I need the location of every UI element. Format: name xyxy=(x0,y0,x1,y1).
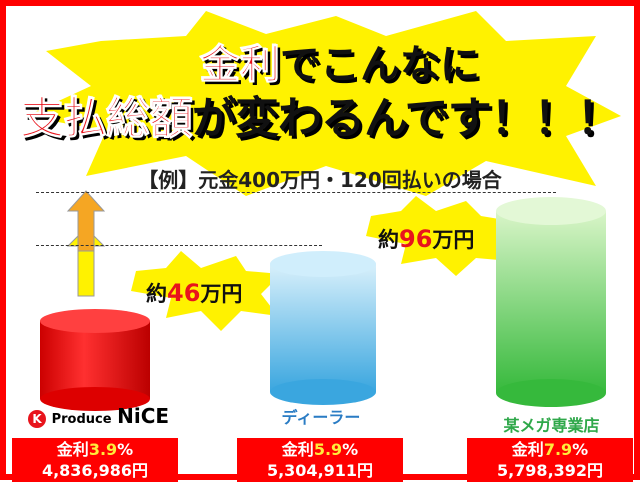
subtitle: 【例】元金400万円・120回払いの場合 xyxy=(138,168,502,192)
star-badge xyxy=(131,251,281,331)
mega-rate-box: 金利7.9% 5,798,392円 xyxy=(467,438,633,482)
total-amount: 4,836,986円 xyxy=(41,461,149,480)
cylinder-nice xyxy=(40,309,150,411)
produce-nice-logo: K Produce NiCE xyxy=(28,404,169,428)
dashed-line xyxy=(36,192,556,193)
nice-rate-box: 金利3.9% 4,836,986円 xyxy=(12,438,178,482)
headline-highlight: 支払総額 xyxy=(20,93,194,145)
difference-96: 約96万円 xyxy=(378,225,475,253)
dealer-rate-box: 金利5.9% 5,304,911円 xyxy=(237,438,403,482)
headline-text: が変わるんです！！！ xyxy=(192,93,621,144)
yellow-starburst xyxy=(26,11,621,196)
decorations xyxy=(26,11,621,411)
dealer-label: ディーラー xyxy=(281,408,361,427)
headline-highlight: 金利 xyxy=(200,42,281,89)
total-amount: 5,798,392円 xyxy=(496,461,604,480)
headline-line1: 金利でこんなに xyxy=(6,32,634,90)
arrow-up-icon xyxy=(66,190,106,252)
cylinder-mega xyxy=(496,197,606,407)
total-amount: 5,304,911円 xyxy=(266,461,374,480)
difference-46: 約46万円 xyxy=(146,279,243,307)
headline-line2: 支払総額が変わるんです！！！ xyxy=(20,82,634,146)
star-badge xyxy=(366,196,511,276)
cylinder-dealer xyxy=(270,251,376,405)
mega-shop-label: 某メガ専業店 xyxy=(503,416,600,435)
dashed-line xyxy=(36,245,322,246)
headline-text: でこんなに xyxy=(280,42,480,88)
